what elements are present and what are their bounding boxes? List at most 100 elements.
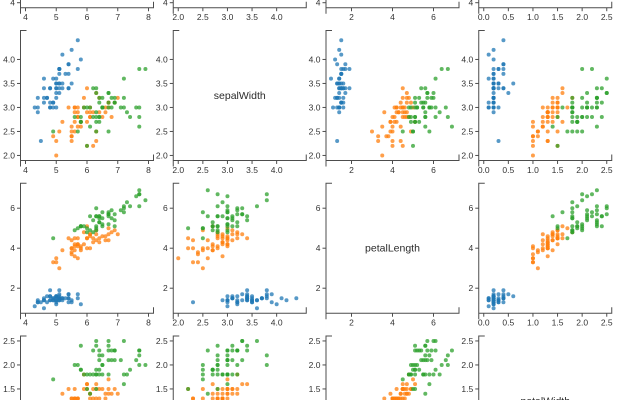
data-point-versicolor[interactable] xyxy=(545,119,550,124)
data-point-setosa[interactable] xyxy=(230,296,235,301)
data-point-setosa[interactable] xyxy=(337,91,342,96)
data-point-setosa[interactable] xyxy=(501,62,506,67)
data-point-setosa[interactable] xyxy=(63,71,68,76)
data-point-versicolor[interactable] xyxy=(230,391,235,396)
data-point-virginica[interactable] xyxy=(91,348,96,353)
data-point-virginica[interactable] xyxy=(94,386,99,391)
data-point-versicolor[interactable] xyxy=(75,110,80,115)
data-point-versicolor[interactable] xyxy=(78,246,83,251)
data-point-versicolor[interactable] xyxy=(103,238,108,243)
data-point-virginica[interactable] xyxy=(431,372,436,377)
data-point-virginica[interactable] xyxy=(585,91,590,96)
data-point-versicolor[interactable] xyxy=(210,391,215,396)
data-point-virginica[interactable] xyxy=(415,348,420,353)
data-point-virginica[interactable] xyxy=(124,110,129,115)
data-point-virginica[interactable] xyxy=(570,206,575,211)
data-point-virginica[interactable] xyxy=(85,143,89,148)
data-point-virginica[interactable] xyxy=(604,76,609,81)
data-point-versicolor[interactable] xyxy=(380,124,385,129)
data-point-virginica[interactable] xyxy=(585,208,590,213)
data-point-virginica[interactable] xyxy=(431,91,436,96)
data-point-virginica[interactable] xyxy=(121,382,126,387)
data-point-versicolor[interactable] xyxy=(60,391,65,396)
data-point-virginica[interactable] xyxy=(88,105,93,110)
data-point-virginica[interactable] xyxy=(106,358,111,363)
data-point-virginica[interactable] xyxy=(235,212,240,217)
data-point-versicolor[interactable] xyxy=(404,382,409,387)
data-point-setosa[interactable] xyxy=(343,91,348,96)
data-point-setosa[interactable] xyxy=(339,86,344,91)
data-point-versicolor[interactable] xyxy=(392,115,397,120)
data-point-versicolor[interactable] xyxy=(535,266,540,271)
data-point-versicolor[interactable] xyxy=(66,386,71,391)
data-point-versicolor[interactable] xyxy=(225,234,230,239)
data-point-virginica[interactable] xyxy=(235,220,240,225)
data-point-setosa[interactable] xyxy=(486,105,491,110)
data-point-setosa[interactable] xyxy=(240,292,245,297)
data-point-virginica[interactable] xyxy=(550,214,555,219)
data-point-setosa[interactable] xyxy=(491,306,496,311)
data-point-virginica[interactable] xyxy=(235,362,240,367)
data-point-virginica[interactable] xyxy=(437,372,442,377)
data-point-virginica[interactable] xyxy=(594,218,599,223)
data-point-virginica[interactable] xyxy=(91,230,96,235)
data-point-versicolor[interactable] xyxy=(106,238,111,243)
data-point-virginica[interactable] xyxy=(427,382,432,387)
data-point-virginica[interactable] xyxy=(589,115,594,120)
data-point-virginica[interactable] xyxy=(81,105,86,110)
data-point-virginica[interactable] xyxy=(215,224,220,229)
data-point-virginica[interactable] xyxy=(225,348,230,353)
data-point-versicolor[interactable] xyxy=(220,386,225,391)
data-point-virginica[interactable] xyxy=(417,367,422,372)
data-point-versicolor[interactable] xyxy=(560,224,565,229)
data-point-versicolor[interactable] xyxy=(376,134,381,139)
data-point-versicolor[interactable] xyxy=(225,242,230,247)
data-point-setosa[interactable] xyxy=(191,300,196,305)
data-point-setosa[interactable] xyxy=(337,76,342,81)
data-point-versicolor[interactable] xyxy=(220,240,225,245)
data-point-versicolor[interactable] xyxy=(398,124,403,129)
data-point-virginica[interactable] xyxy=(570,105,575,110)
data-point-virginica[interactable] xyxy=(72,362,77,367)
data-point-virginica[interactable] xyxy=(599,214,604,219)
data-point-virginica[interactable] xyxy=(445,67,450,72)
data-point-virginica[interactable] xyxy=(210,224,215,229)
data-point-virginica[interactable] xyxy=(100,353,105,358)
data-point-virginica[interactable] xyxy=(400,377,405,382)
data-point-setosa[interactable] xyxy=(60,86,65,91)
data-point-versicolor[interactable] xyxy=(384,134,389,139)
data-point-versicolor[interactable] xyxy=(103,110,108,115)
data-point-virginica[interactable] xyxy=(225,204,230,209)
data-point-virginica[interactable] xyxy=(580,67,585,72)
data-point-setosa[interactable] xyxy=(486,304,491,309)
data-point-virginica[interactable] xyxy=(599,115,604,120)
data-point-virginica[interactable] xyxy=(91,218,96,223)
data-point-virginica[interactable] xyxy=(230,214,235,219)
data-point-setosa[interactable] xyxy=(491,95,496,100)
data-point-versicolor[interactable] xyxy=(81,242,86,247)
data-point-versicolor[interactable] xyxy=(402,396,407,400)
data-point-setosa[interactable] xyxy=(66,300,71,305)
data-point-virginica[interactable] xyxy=(445,362,450,367)
data-point-versicolor[interactable] xyxy=(230,238,235,243)
data-point-virginica[interactable] xyxy=(121,105,126,110)
data-point-virginica[interactable] xyxy=(121,206,126,211)
data-point-versicolor[interactable] xyxy=(75,105,80,110)
data-point-virginica[interactable] xyxy=(413,105,418,110)
data-point-setosa[interactable] xyxy=(274,302,279,307)
data-point-virginica[interactable] xyxy=(210,220,215,225)
data-point-setosa[interactable] xyxy=(41,100,46,105)
data-point-virginica[interactable] xyxy=(264,192,269,197)
data-point-versicolor[interactable] xyxy=(390,129,395,134)
data-point-versicolor[interactable] xyxy=(69,129,74,134)
data-point-versicolor[interactable] xyxy=(220,391,225,396)
data-point-virginica[interactable] xyxy=(585,100,590,105)
data-point-virginica[interactable] xyxy=(589,192,594,197)
data-point-setosa[interactable] xyxy=(254,298,259,303)
data-point-setosa[interactable] xyxy=(45,300,50,305)
data-point-virginica[interactable] xyxy=(264,198,269,203)
data-point-versicolor[interactable] xyxy=(215,236,220,241)
data-point-virginica[interactable] xyxy=(200,236,205,241)
data-point-setosa[interactable] xyxy=(48,294,53,299)
data-point-versicolor[interactable] xyxy=(200,266,205,271)
